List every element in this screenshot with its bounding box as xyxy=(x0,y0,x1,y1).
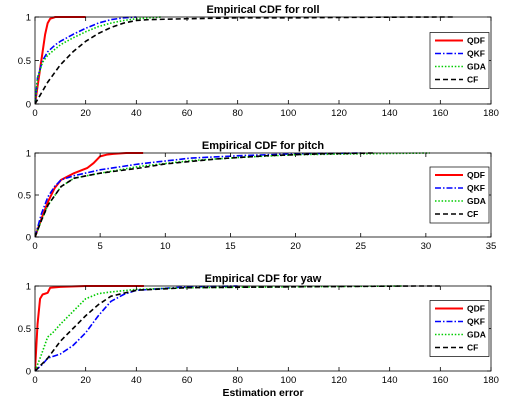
legend: QDF QKF GDA CF xyxy=(429,300,490,357)
series-line-cf xyxy=(35,152,374,238)
plot-frame xyxy=(34,152,492,238)
legend-label-cf: CF xyxy=(467,75,478,85)
x-tick-label: 15 xyxy=(225,241,236,252)
series-line-qkf xyxy=(35,152,361,238)
legend-label-qdf: QDF xyxy=(467,170,485,180)
x-tick-label: 120 xyxy=(331,375,347,386)
x-tick-label: 25 xyxy=(355,241,366,252)
legend-label-qkf: QKF xyxy=(467,317,485,327)
x-tick-label: 80 xyxy=(232,375,243,386)
legend-label-qdf: QDF xyxy=(467,304,485,314)
legend: QDF QKF GDA CF xyxy=(429,32,490,89)
x-tick-label: 20 xyxy=(290,241,301,252)
y-tick-label: 0.5 xyxy=(18,324,31,335)
y-tick-label: 0.5 xyxy=(18,56,31,67)
plot-frame xyxy=(34,285,492,372)
legend-label-gda: GDA xyxy=(467,196,486,206)
series-line-cf xyxy=(35,285,441,372)
x-tick-label: 0 xyxy=(32,241,37,252)
x-tick-label: 30 xyxy=(421,241,432,252)
subplot-2: 0 5 10 15 20 25 30 35 0 0.5 1 Empirical CDF for pit… xyxy=(18,140,497,252)
y-tick-label: 1 xyxy=(26,149,31,160)
series-line-gda xyxy=(35,285,403,372)
x-tick-label: 40 xyxy=(131,108,142,119)
subplot-1: 0 20 40 60 80 100 120 140 160 180 0 0.5 1 Empirical C… xyxy=(18,4,499,119)
series-line-qdf xyxy=(35,16,86,105)
legend-label-cf: CF xyxy=(467,209,478,219)
x-tick-label: 35 xyxy=(486,241,497,252)
x-tick-label: 0 xyxy=(32,108,37,119)
x-tick-label: 80 xyxy=(232,108,243,119)
series-line-qkf xyxy=(35,285,238,372)
series-line-qkf xyxy=(35,16,137,105)
legend-label-gda: GDA xyxy=(467,62,486,72)
x-tick-label: 160 xyxy=(432,108,448,119)
legend-label-qkf: QKF xyxy=(467,49,485,59)
legend-label-qdf: QDF xyxy=(467,36,485,46)
legend-label-cf: CF xyxy=(467,343,478,353)
plot-frame xyxy=(34,16,492,105)
series-line-cf xyxy=(35,16,453,105)
series-line-gda xyxy=(35,16,162,105)
x-axis-label: Estimation error xyxy=(222,387,303,399)
y-tick-label: 0 xyxy=(26,367,31,378)
y-tick-label: 0 xyxy=(26,100,31,111)
x-tick-label: 20 xyxy=(80,375,91,386)
x-tick-label: 40 xyxy=(131,375,142,386)
legend-label-gda: GDA xyxy=(467,330,486,340)
x-tick-label: 140 xyxy=(382,375,398,386)
y-tick-label: 1 xyxy=(26,282,31,293)
chart-title: Empirical CDF for pitch xyxy=(202,140,325,152)
x-tick-label: 180 xyxy=(483,375,499,386)
x-tick-label: 100 xyxy=(280,375,296,386)
chart-title: Empirical CDF for yaw xyxy=(205,273,322,285)
y-tick-label: 0.5 xyxy=(18,191,31,202)
x-tick-label: 60 xyxy=(182,108,193,119)
x-tick-label: 0 xyxy=(32,375,37,386)
y-tick-label: 0 xyxy=(26,233,31,244)
x-tick-label: 10 xyxy=(160,241,171,252)
x-tick-label: 180 xyxy=(483,108,499,119)
subplot-3: 0 20 40 60 80 100 120 140 160 180 0 0.5 1 Empirical C… xyxy=(18,273,499,399)
series-line-qdf xyxy=(35,152,144,238)
x-tick-label: 140 xyxy=(382,108,398,119)
chart-title: Empirical CDF for roll xyxy=(206,4,319,16)
x-tick-label: 160 xyxy=(432,375,448,386)
x-tick-label: 100 xyxy=(280,108,296,119)
x-tick-label: 120 xyxy=(331,108,347,119)
x-tick-label: 20 xyxy=(80,108,91,119)
x-tick-label: 5 xyxy=(97,241,102,252)
x-tick-label: 60 xyxy=(182,375,193,386)
y-tick-label: 1 xyxy=(26,13,31,24)
legend-label-qkf: QKF xyxy=(467,183,485,193)
series-line-gda xyxy=(35,152,430,238)
legend: QDF QKF GDA CF xyxy=(429,166,490,224)
